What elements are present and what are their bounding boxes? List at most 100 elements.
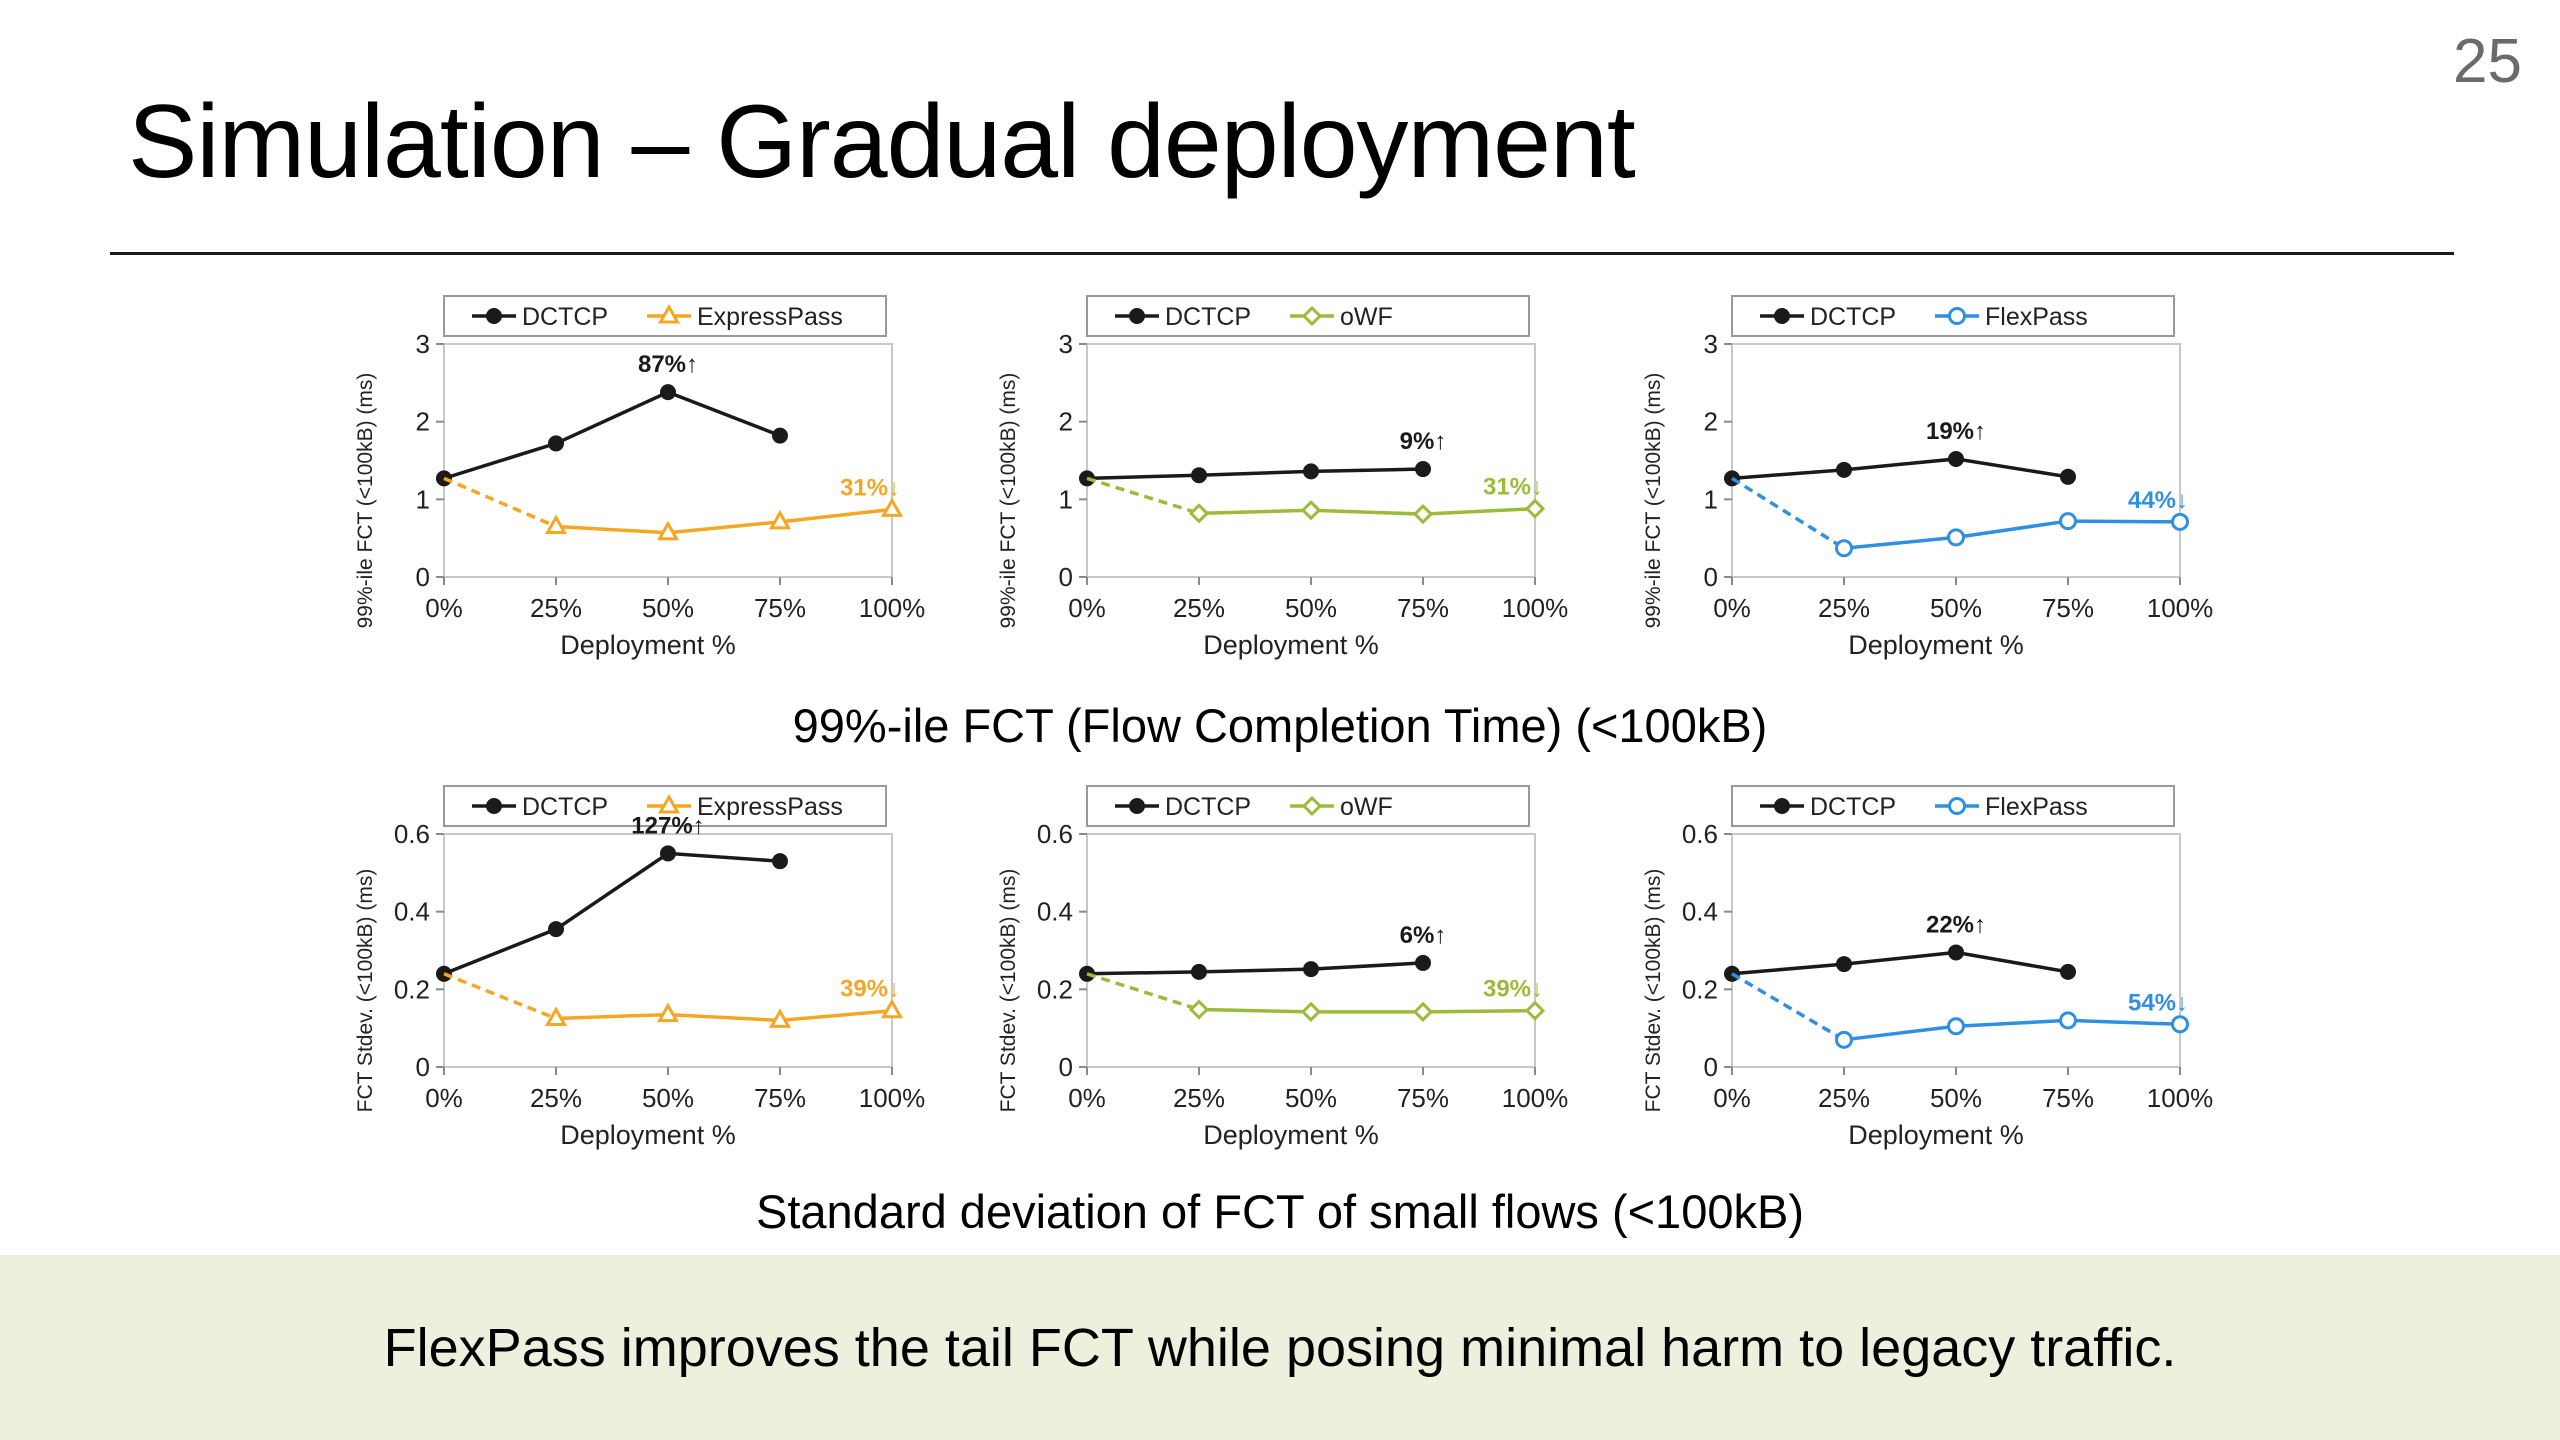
x-tick-label: 75% — [1397, 593, 1449, 623]
data-annotation: 22%↑ — [1926, 911, 1986, 938]
legend-entry: DCTCP — [1165, 793, 1251, 821]
series-line — [1731, 457, 2069, 481]
legend-entry: DCTCP — [1810, 793, 1896, 821]
title-divider — [110, 252, 2454, 255]
legend-swatch-marker — [1129, 308, 1145, 324]
x-tick-label: 100% — [2147, 593, 2214, 623]
data-point — [2171, 512, 2189, 531]
x-tick-label: 75% — [2042, 593, 2094, 623]
series-line — [1198, 1007, 1536, 1014]
x-tick-label: 25% — [530, 593, 582, 623]
x-tick-label: 50% — [1285, 1083, 1337, 1113]
caption-bottom: Standard deviation of FCT of small flows… — [756, 1185, 1804, 1238]
y-tick-label: 0.6 — [394, 819, 430, 849]
legend-swatch-marker — [1129, 798, 1145, 814]
data-point — [2059, 1011, 2077, 1030]
series-line-dashed — [1731, 972, 1845, 1042]
data-annotation: 6%↑ — [1400, 922, 1447, 949]
data-point — [1524, 498, 1546, 519]
x-axis-label: Deployment % — [1203, 1120, 1379, 1150]
series-owf — [1086, 972, 1546, 1022]
data-point — [1300, 500, 1322, 521]
x-tick-label: 0% — [425, 1083, 463, 1113]
x-tick-label: 25% — [1173, 593, 1225, 623]
y-tick-label: 0.4 — [1037, 897, 1073, 927]
y-tick-label: 0 — [1059, 562, 1073, 592]
series-line-dashed — [1086, 972, 1200, 1012]
data-point — [1415, 954, 1431, 971]
y-tick-label: 0.6 — [1037, 819, 1073, 849]
x-tick-label: 100% — [859, 1083, 926, 1113]
y-tick-label: 2 — [416, 407, 430, 437]
data-point — [656, 520, 680, 541]
legend: DCTCP oWF — [1086, 785, 1530, 827]
legend-entry: oWF — [1340, 793, 1393, 821]
legend-swatch-marker — [1948, 797, 1966, 815]
plot-area — [1086, 833, 1536, 1068]
x-tick-label: 0% — [1068, 593, 1106, 623]
legend-box — [443, 295, 887, 337]
series-flexpass — [1731, 972, 2189, 1049]
data-point — [544, 514, 568, 535]
series-line — [1731, 950, 2069, 976]
x-tick-label: 25% — [1818, 1083, 1870, 1113]
data-annotation: 44%↓ — [2128, 487, 2188, 514]
data-point — [1303, 463, 1319, 480]
series-line-dashed — [443, 972, 557, 1021]
y-tick-label: 0 — [1059, 1052, 1073, 1082]
data-point — [2060, 468, 2076, 485]
data-point — [1947, 528, 1965, 547]
x-axis-label: Deployment % — [1848, 630, 2024, 660]
legend-swatch-marker — [1774, 798, 1790, 814]
data-point — [1188, 503, 1210, 524]
legend-entry: FlexPass — [1985, 793, 2088, 821]
series-expresspass — [443, 972, 904, 1028]
chart-svg: 0 0.2 0.4 0.6 0% 25% 50% 75% 100% Deployment % FCT… — [1642, 785, 2213, 1150]
legend-swatch-marker — [657, 303, 681, 324]
takeaway-band: FlexPass improves the tail FCT while pos… — [0, 1255, 2560, 1440]
y-axis-label: FCT Stdev. (<100kB) (ms) — [997, 869, 1020, 1113]
data-point — [1188, 999, 1210, 1020]
y-axis-label: FCT Stdev. (<100kB) (ms) — [354, 869, 377, 1113]
series-line — [1086, 467, 1424, 481]
data-annotation: 54%↓ — [2128, 989, 2188, 1016]
data-point — [768, 1008, 792, 1028]
x-tick-label: 0% — [1068, 1083, 1106, 1113]
data-point — [1412, 503, 1434, 525]
data-point — [772, 427, 788, 444]
x-tick-label: 100% — [2147, 1083, 2214, 1113]
legend: DCTCP FlexPass — [1731, 785, 2175, 827]
x-tick-label: 75% — [1397, 1083, 1449, 1113]
data-annotation: 39%↓ — [1483, 976, 1543, 1003]
data-point — [2060, 963, 2076, 980]
data-point — [2059, 512, 2077, 531]
chart-fct-flexpass: 0 1 2 3 0% 25% 50% 75% 100% Deployment % 99%-ile F… — [1640, 292, 2213, 685]
data-point — [1191, 467, 1207, 484]
data-annotation: 87%↑ — [638, 351, 698, 378]
series-line-dashed — [1086, 476, 1200, 515]
x-tick-label: 50% — [642, 593, 694, 623]
x-tick-label: 25% — [1173, 1083, 1225, 1113]
legend-entry: ExpressPass — [697, 303, 843, 331]
chart-svg: 0 1 2 3 0% 25% 50% 75% 100% Deployment % 99%-ile F… — [997, 295, 1568, 660]
x-tick-label: 100% — [1502, 1083, 1569, 1113]
x-tick-label: 25% — [530, 1083, 582, 1113]
plot-area — [1086, 343, 1536, 578]
data-annotation: 31%↓ — [1483, 474, 1543, 501]
data-point — [880, 998, 904, 1019]
y-tick-label: 0.4 — [1682, 897, 1718, 927]
series-line — [443, 851, 781, 976]
x-tick-label: 0% — [1713, 1083, 1751, 1113]
caption-top: 99%-ile FCT (Flow Completion Time) (<100… — [792, 699, 1768, 752]
chart-stdev-owf: 0 0.2 0.4 0.6 0% 25% 50% 75% 100% Deployment % FCT… — [995, 782, 1568, 1175]
legend-swatch-marker — [1301, 795, 1323, 817]
series-owf — [1086, 476, 1546, 525]
chart-svg: 0 0.2 0.4 0.6 0% 25% 50% 75% 100% Deployment % FCT… — [997, 785, 1568, 1150]
y-axis-label: 99%-ile FCT (<100kB) (ms) — [354, 373, 377, 629]
legend-entry: oWF — [1340, 303, 1393, 331]
series-line — [1086, 961, 1424, 976]
series-dctcp — [436, 845, 788, 982]
data-point — [1524, 1000, 1546, 1021]
series-line-dashed — [1731, 476, 1845, 550]
legend-swatch-marker — [1774, 308, 1790, 324]
